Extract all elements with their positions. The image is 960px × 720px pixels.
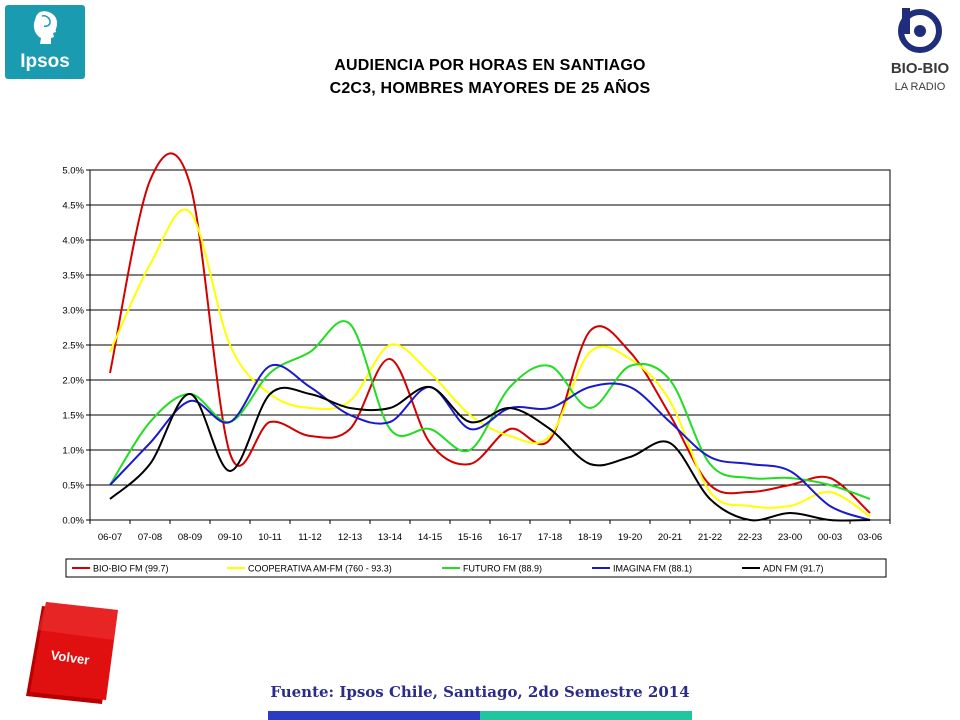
biobio-logo-text: BIO-BIO xyxy=(891,60,950,77)
volver-button-label: Volver xyxy=(50,647,90,667)
ipsos-head-icon xyxy=(33,11,58,44)
x-tick-label: 03-06 xyxy=(858,532,882,543)
legend-label: BIO-BIO FM (99.7) xyxy=(93,564,169,574)
y-axis-ticks: 0.0% 0.5% 1.0% 1.5% 2.0% 2.5% 3.0% 3.5% 4.0% 4.5%… xyxy=(62,166,90,527)
x-tick-label: 00-03 xyxy=(818,532,842,543)
y-tick-label: 2.5% xyxy=(62,341,84,352)
x-tick-label: 06-07 xyxy=(98,532,122,543)
y-tick-label: 1.5% xyxy=(62,411,84,422)
x-tick-label: 21-22 xyxy=(698,532,722,543)
x-tick-label: 07-08 xyxy=(138,532,162,543)
legend-label: ADN FM (91.7) xyxy=(763,564,824,574)
y-tick-label: 3.0% xyxy=(62,306,84,317)
x-tick-label: 22-23 xyxy=(738,532,762,543)
chart-title-line1: AUDIENCIA POR HORAS EN SANTIAGO xyxy=(334,57,646,74)
chart-series xyxy=(109,152,871,522)
chart-title-line2: C2C3, HOMBRES MAYORES DE 25 AÑOS xyxy=(329,80,651,97)
x-tick-label: 08-09 xyxy=(178,532,202,543)
y-tick-label: 2.0% xyxy=(62,376,84,387)
y-tick-label: 0.5% xyxy=(62,481,84,492)
y-tick-label: 0.0% xyxy=(62,516,84,527)
series-line-0 xyxy=(109,152,871,514)
y-tick-label: 5.0% xyxy=(62,166,84,177)
legend-label: COOPERATIVA AM-FM (760 - 93.3) xyxy=(248,564,392,574)
line-chart: 0.0% 0.5% 1.0% 1.5% 2.0% 2.5% 3.0% 3.5% 4.0% 4.5%… xyxy=(10,152,910,584)
x-tick-label: 18-19 xyxy=(578,532,602,543)
biobio-logo: BIO-BIO LA RADIO xyxy=(891,8,950,93)
x-tick-label: 09-10 xyxy=(218,532,242,543)
biobio-logo-subtext: LA RADIO xyxy=(895,81,946,93)
y-tick-label: 3.5% xyxy=(62,271,84,282)
x-tick-label: 14-15 xyxy=(418,532,442,543)
legend-label: FUTURO FM (88.9) xyxy=(463,564,542,574)
legend-label: IMAGINA FM (88.1) xyxy=(613,564,692,574)
x-tick-label: 11-12 xyxy=(298,532,322,543)
volver-button[interactable]: Volver xyxy=(22,600,122,710)
x-tick-label: 13-14 xyxy=(378,532,402,543)
y-tick-label: 4.5% xyxy=(62,201,84,212)
chart-outer-frame xyxy=(10,152,910,584)
y-tick-label: 1.0% xyxy=(62,446,84,457)
series-line-4 xyxy=(109,385,871,522)
x-tick-label: 20-21 xyxy=(658,532,682,543)
x-tick-label: 17-18 xyxy=(538,532,562,543)
ipsos-logo-text: Ipsos xyxy=(20,51,70,72)
x-tick-label: 12-13 xyxy=(338,532,362,543)
series-line-1 xyxy=(109,208,871,518)
x-tick-label: 15-16 xyxy=(458,532,482,543)
footer-bar-teal xyxy=(480,711,692,720)
chart-legend: BIO-BIO FM (99.7) COOPERATIVA AM-FM (760 … xyxy=(65,558,887,578)
x-tick-label: 10-11 xyxy=(258,532,282,543)
y-tick-label: 4.0% xyxy=(62,236,84,247)
source-note: Fuente: Ipsos Chile, Santiago, 2do Semes… xyxy=(270,683,690,701)
footer-bar-blue xyxy=(268,711,480,720)
legend-box xyxy=(65,558,887,578)
x-tick-label: 19-20 xyxy=(618,532,642,543)
x-axis-ticks: 06-07 07-08 08-09 09-10 10-11 11-12 12-13 13-14… xyxy=(89,520,891,543)
series-line-3 xyxy=(109,363,871,521)
ipsos-logo: Ipsos xyxy=(5,5,85,79)
x-tick-label: 23-00 xyxy=(778,532,802,543)
x-tick-label: 16-17 xyxy=(498,532,522,543)
